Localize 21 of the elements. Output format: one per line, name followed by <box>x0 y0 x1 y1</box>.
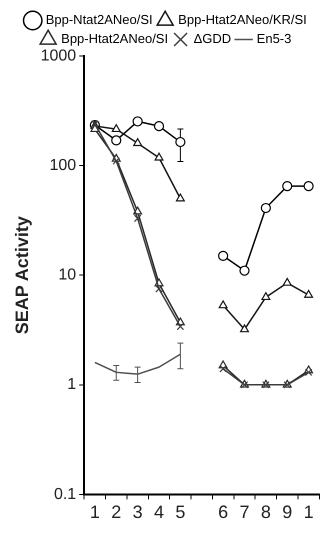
y-axis-title: SEAP Activity <box>12 216 32 334</box>
x-tick-label: 7 <box>239 502 250 522</box>
y-tick-label: 10 <box>58 266 76 284</box>
legend-label: ΔGDD <box>194 31 232 46</box>
y-tick-label: 100 <box>49 157 76 174</box>
legend-label: Bpp-Htat2ANeo/SI <box>61 31 168 46</box>
x-tick-label: 2 <box>111 502 122 522</box>
legend-label: Bpp-Htat2ANeo/KR/SI <box>178 12 307 28</box>
x-tick-label: 4 <box>154 502 164 522</box>
legend-label: En5-3 <box>256 31 292 46</box>
x-tick-label: 6 <box>218 502 228 522</box>
x-tick-label: 1 <box>304 502 314 522</box>
y-tick-label: 0.1 <box>54 486 76 503</box>
x-tick-label: 1 <box>90 502 100 522</box>
x-tick-label: 9 <box>282 502 292 522</box>
y-tick-label: 1000 <box>40 47 76 64</box>
x-tick-label: 5 <box>175 502 186 522</box>
y-tick-label: 1 <box>67 376 76 394</box>
legend-label: Bpp-Ntat2ANeo/SI <box>46 12 153 28</box>
x-tick-label: 3 <box>132 502 143 522</box>
x-tick-label: 8 <box>260 502 271 522</box>
